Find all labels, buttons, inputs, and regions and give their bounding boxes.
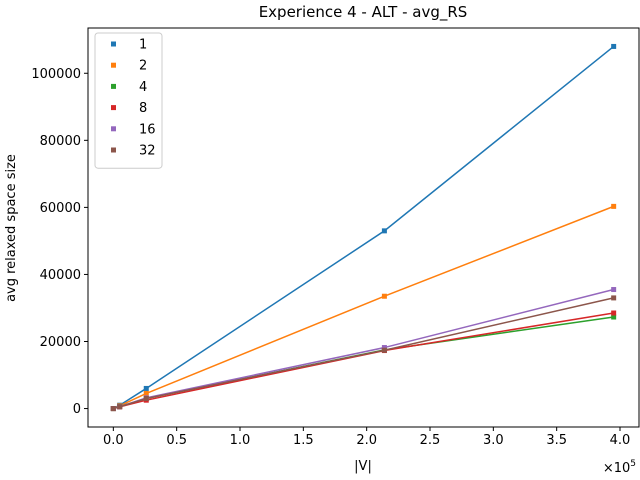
x-tick-label-2: 1.0 [230, 433, 251, 448]
y-tick-label-2: 40000 [40, 268, 81, 283]
plot-frame [87, 27, 640, 428]
legend-marker-4 [111, 83, 116, 89]
legend-label-8: 8 [139, 101, 147, 116]
x-tick-label-3: 1.5 [293, 433, 314, 448]
legend-label-1: 1 [139, 38, 147, 53]
chart-title: Experience 4 - ALT - avg_RS [259, 3, 468, 22]
data-point-1-4 [611, 43, 617, 49]
legend-marker-32 [111, 147, 116, 153]
y-axis-label: avg relaxed space size [4, 154, 19, 302]
x-tick-label-4: 2.0 [356, 433, 377, 448]
data-point-32-2 [143, 396, 149, 401]
x-axis-label: |V| [354, 459, 372, 474]
legend-marker-8 [111, 105, 116, 111]
data-point-1-2 [143, 385, 149, 391]
legend-label-4: 4 [139, 80, 147, 95]
x-multiplier-exponent: 5 [630, 459, 636, 469]
y-tick-label-5: 100000 [31, 67, 81, 82]
data-point-1-3 [381, 228, 387, 234]
x-tick-label-6: 3.0 [483, 433, 504, 448]
legend-label-2: 2 [139, 59, 147, 74]
legend-marker-16 [111, 126, 116, 132]
series-line-4 [113, 316, 614, 410]
y-tick-label-3: 60000 [40, 201, 81, 216]
legend-marker-1 [111, 41, 116, 47]
data-point-4-4 [611, 314, 617, 320]
x-tick-label-7: 3.5 [546, 433, 567, 448]
plot-area [110, 43, 617, 412]
y-tick-label-0: 0 [73, 402, 81, 417]
data-point-32-3 [381, 347, 387, 353]
x-multiplier-base: ×10 [603, 461, 630, 476]
x-tick-label-1: 0.5 [166, 433, 187, 448]
legend-marker-2 [111, 62, 116, 68]
x-tick-label-8: 4.0 [610, 433, 631, 448]
data-point-32-1 [117, 404, 123, 410]
data-point-32-0 [110, 406, 116, 412]
y-tick-label-4: 80000 [40, 134, 81, 149]
y-tick-label-1: 20000 [40, 335, 81, 350]
legend: 1 2 4 8 16 32 [94, 32, 163, 169]
data-point-32-4 [611, 295, 617, 301]
x-tick-label-0: 0.0 [103, 433, 124, 448]
series-line-2 [113, 205, 614, 410]
x-axis-multiplier: ×105 [603, 459, 636, 476]
axis-ticks: 0.0 0.5 1.0 1.5 2.0 2.5 3.0 3.5 4.0 0 20000 40000 60… [31, 67, 630, 448]
data-point-2-4 [611, 203, 617, 209]
data-point-2-3 [381, 293, 387, 299]
data-point-16-3 [381, 345, 387, 351]
data-point-8-4 [611, 310, 617, 316]
legend-label-16: 16 [139, 122, 156, 137]
x-tick-label-5: 2.5 [420, 433, 441, 448]
legend-label-32: 32 [139, 144, 156, 159]
data-point-2-2 [143, 390, 149, 396]
data-point-16-4 [611, 287, 617, 293]
